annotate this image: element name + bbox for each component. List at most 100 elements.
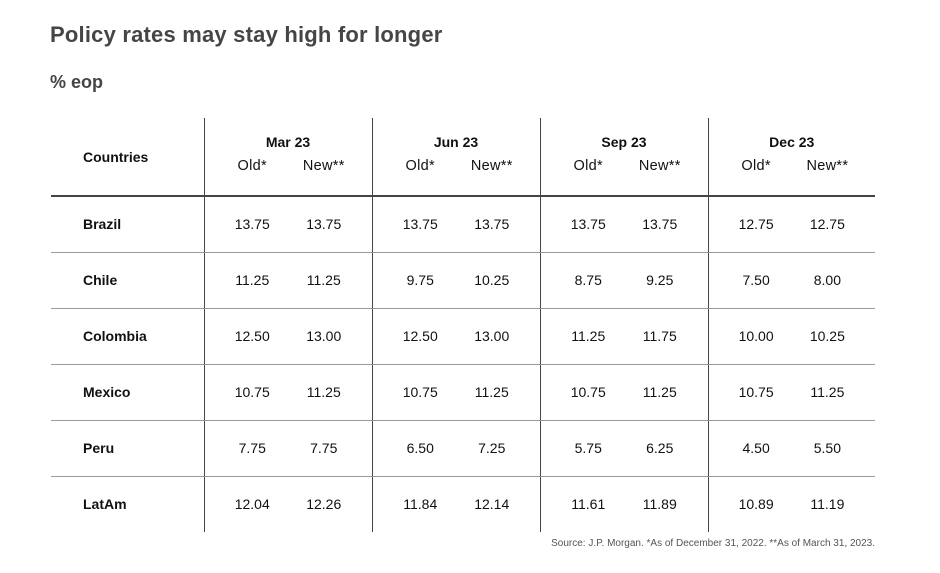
new-value: 11.25 <box>810 384 845 400</box>
old-value: 10.00 <box>738 328 774 344</box>
period-header: Dec 23 Old* New** <box>707 118 876 197</box>
period-values: 8.75 9.25 <box>539 252 708 309</box>
old-value: 11.25 <box>571 328 606 344</box>
policy-rates-table: Countries Mar 23 Old* New** Jun 23 Old* New**… <box>51 118 875 532</box>
table-header-row: Countries Mar 23 Old* New** Jun 23 Old* New**… <box>51 118 876 197</box>
new-value: 11.25 <box>474 384 509 400</box>
period-values: 13.75 13.75 <box>371 196 540 253</box>
old-value: 6.50 <box>406 440 434 456</box>
new-value: 11.19 <box>810 496 845 513</box>
old-new-labels: Old* New** <box>373 158 540 174</box>
old-new-labels: Old* New** <box>709 158 876 174</box>
period-values: 10.75 11.25 <box>707 364 875 421</box>
period-values: 11.84 12.14 <box>371 476 540 532</box>
new-value: 5.50 <box>813 440 841 456</box>
period-header: Sep 23 Old* New** <box>539 118 708 197</box>
old-value: 10.75 <box>570 384 606 400</box>
country-name: Brazil <box>51 196 204 253</box>
new-value: 12.14 <box>474 496 510 513</box>
table-body: Brazil 13.75 13.75 13.75 13.75 13.75 13.75 12.7… <box>51 196 875 532</box>
period-values: 12.04 12.26 <box>203 476 372 532</box>
table-row: Mexico 10.75 11.25 10.75 11.25 10.75 11.25 10.7… <box>51 364 875 421</box>
new-value: 13.00 <box>474 328 510 344</box>
period-values: 10.00 10.25 <box>707 308 875 365</box>
new-label: New** <box>302 157 345 174</box>
old-value: 12.50 <box>234 328 270 344</box>
new-value: 11.89 <box>642 496 677 513</box>
new-value: 11.75 <box>642 328 677 344</box>
period-label: Jun 23 <box>433 133 479 150</box>
old-value: 9.75 <box>406 272 434 288</box>
new-value: 9.25 <box>646 272 674 288</box>
new-value: 13.75 <box>474 216 510 233</box>
old-label: Old* <box>741 157 771 174</box>
new-value: 8.00 <box>813 272 841 288</box>
old-value: 13.75 <box>402 216 438 233</box>
country-name: Mexico <box>51 364 204 421</box>
country-name: Colombia <box>51 308 204 365</box>
new-value: 7.25 <box>478 440 506 456</box>
new-value: 6.25 <box>646 440 674 456</box>
period-values: 5.75 6.25 <box>539 420 708 477</box>
old-label: Old* <box>405 157 435 174</box>
old-value: 10.75 <box>738 384 774 400</box>
period-label: Dec 23 <box>769 133 815 150</box>
old-value: 13.75 <box>234 216 270 233</box>
old-value: 10.75 <box>402 384 438 400</box>
period-header: Mar 23 Old* New** <box>203 118 372 197</box>
new-value: 13.00 <box>306 328 342 344</box>
period-values: 11.25 11.75 <box>539 308 708 365</box>
old-value: 10.75 <box>234 384 270 400</box>
old-value: 7.50 <box>742 272 770 288</box>
period-values: 12.75 12.75 <box>707 196 875 253</box>
period-values: 10.89 11.19 <box>707 476 875 532</box>
old-new-labels: Old* New** <box>205 158 372 174</box>
period-header: Jun 23 Old* New** <box>371 118 540 197</box>
countries-header: Countries <box>51 118 204 197</box>
page-subtitle: % eop <box>50 72 104 92</box>
table-row: Peru 7.75 7.75 6.50 7.25 5.75 6.25 4.50 5.50 <box>51 420 875 477</box>
period-values: 11.25 11.25 <box>203 252 372 309</box>
period-label: Sep 23 <box>601 133 647 150</box>
new-label: New** <box>470 157 513 174</box>
period-values: 10.75 11.25 <box>539 364 708 421</box>
new-value: 11.25 <box>306 272 341 288</box>
period-values: 12.50 13.00 <box>203 308 372 365</box>
period-values: 13.75 13.75 <box>203 196 372 253</box>
old-label: Old* <box>237 157 267 174</box>
table-row: LatAm 12.04 12.26 11.84 12.14 11.61 11.89 10.89… <box>51 476 875 532</box>
period-label: Mar 23 <box>265 133 311 150</box>
new-value: 13.75 <box>642 216 678 233</box>
old-value: 5.75 <box>574 440 602 456</box>
new-value: 12.26 <box>306 496 342 513</box>
old-label: Old* <box>573 157 603 174</box>
old-new-labels: Old* New** <box>541 158 708 174</box>
old-value: 12.75 <box>738 216 774 233</box>
period-values: 13.75 13.75 <box>539 196 708 253</box>
old-value: 11.61 <box>571 496 606 513</box>
table-row: Chile 11.25 11.25 9.75 10.25 8.75 9.25 7.50 8.00 <box>51 252 875 309</box>
old-value: 11.84 <box>403 496 438 513</box>
new-value: 11.25 <box>642 384 677 400</box>
table-row: Colombia 12.50 13.00 12.50 13.00 11.25 11.75 10… <box>51 308 875 365</box>
table-row: Brazil 13.75 13.75 13.75 13.75 13.75 13.75 12.7… <box>51 196 875 253</box>
old-value: 8.75 <box>574 272 602 288</box>
period-values: 7.50 8.00 <box>707 252 875 309</box>
old-value: 12.04 <box>234 496 270 513</box>
period-values: 7.75 7.75 <box>203 420 372 477</box>
period-values: 10.75 11.25 <box>371 364 540 421</box>
new-value: 13.75 <box>306 216 342 233</box>
new-label: New** <box>806 157 849 174</box>
old-value: 4.50 <box>742 440 770 456</box>
old-value: 7.75 <box>238 440 266 456</box>
period-values: 9.75 10.25 <box>371 252 540 309</box>
old-value: 13.75 <box>570 216 606 233</box>
period-values: 6.50 7.25 <box>371 420 540 477</box>
country-name: Peru <box>51 420 204 477</box>
period-values: 11.61 11.89 <box>539 476 708 532</box>
period-values: 4.50 5.50 <box>707 420 875 477</box>
source-note: Source: J.P. Morgan. *As of December 31,… <box>551 538 875 549</box>
country-name: LatAm <box>83 496 127 513</box>
new-value: 10.25 <box>809 328 845 344</box>
country-name: Chile <box>51 252 204 309</box>
